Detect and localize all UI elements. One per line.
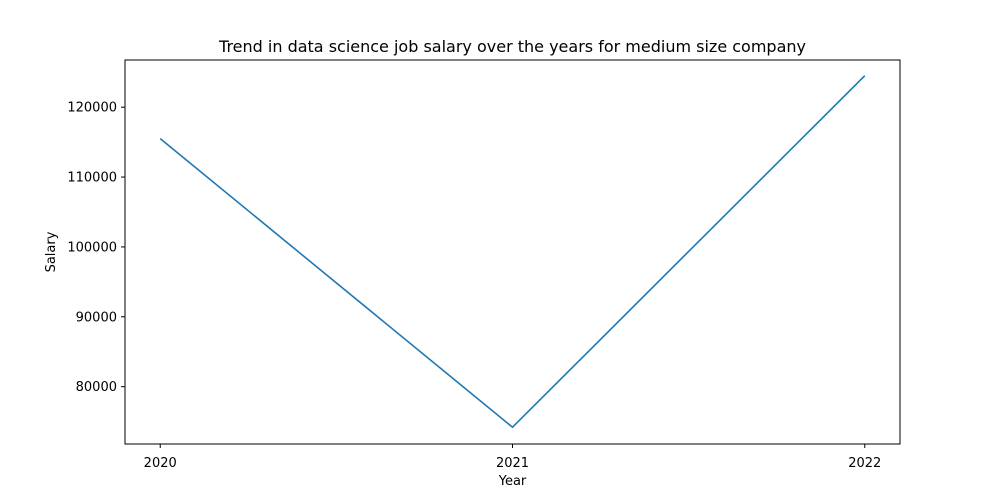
chart-title: Trend in data science job salary over th…: [218, 37, 806, 56]
x-tick-label: 2022: [848, 456, 881, 471]
y-tick-label: 120000: [67, 101, 117, 116]
x-axis-ticks: 2020 2021 2022: [144, 444, 881, 471]
x-axis-label: Year: [498, 474, 527, 489]
x-tick-label: 2020: [144, 456, 177, 471]
y-axis-ticks: 80000 90000 100000 110000 120000: [67, 101, 125, 395]
y-tick-label: 80000: [76, 380, 117, 395]
y-axis-label: Salary: [44, 231, 59, 272]
y-tick-label: 90000: [76, 310, 117, 325]
salary-series-line: [159, 75, 866, 429]
y-tick-label: 100000: [67, 240, 117, 255]
y-tick-label: 110000: [67, 171, 117, 186]
x-tick-label: 2021: [496, 456, 529, 471]
